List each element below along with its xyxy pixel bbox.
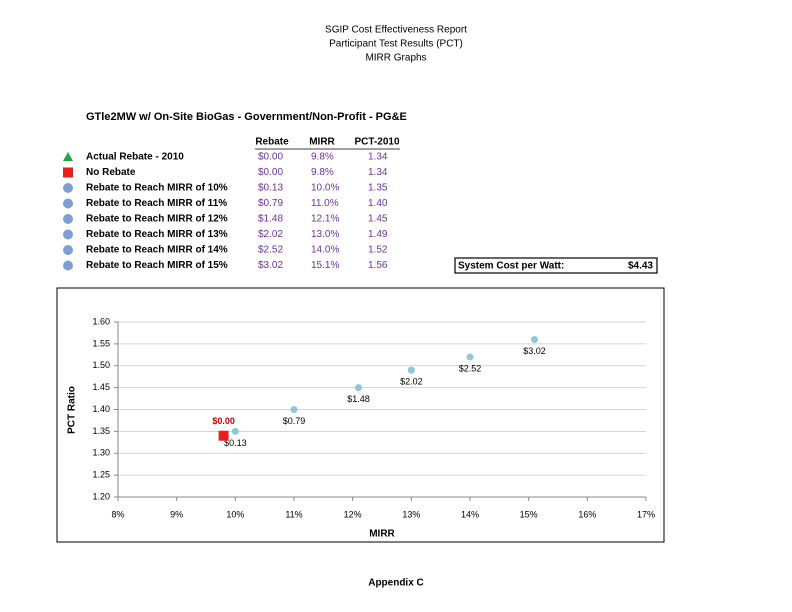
y-tick-label: 1.40	[92, 404, 110, 414]
x-tick-label: 16%	[578, 509, 596, 519]
marker-square	[218, 430, 229, 441]
row-label: Rebate to Reach MIRR of 15%	[86, 260, 228, 271]
y-tick-label: 1.30	[92, 448, 110, 458]
marker-circle	[290, 406, 298, 413]
y-tick-label: 1.60	[92, 316, 110, 326]
point-label: $0.00	[212, 416, 235, 426]
pct-cell: 1.34	[368, 152, 388, 163]
header-line: SGIP Cost Effectiveness Report	[325, 25, 467, 36]
rebate-cell: $1.48	[258, 214, 283, 225]
mirr-cell: 12.1%	[311, 214, 339, 225]
system-cost-label: System Cost per Watt:	[458, 261, 564, 272]
point-label: $2.52	[459, 363, 482, 373]
x-tick-label: 14%	[461, 509, 479, 519]
y-tick-label: 1.20	[92, 491, 110, 501]
marker-triangle	[63, 152, 73, 161]
pct-cell: 1.35	[368, 183, 388, 194]
x-tick-label: 17%	[637, 509, 655, 519]
marker-circle	[531, 336, 539, 343]
column-header: MIRR	[309, 137, 335, 148]
mirr-cell: 11.0%	[311, 198, 339, 209]
header-line: Participant Test Results (PCT)	[329, 39, 463, 50]
x-tick-label: 8%	[111, 509, 124, 519]
marker-circle	[466, 353, 474, 361]
x-tick-label: 12%	[344, 509, 362, 519]
y-tick-label: 1.50	[92, 360, 110, 370]
row-label: Actual Rebate - 2010	[86, 152, 184, 163]
footer: Appendix C	[368, 578, 424, 589]
row-label: Rebate to Reach MIRR of 12%	[86, 214, 228, 225]
y-axis-title: PCT Ratio	[67, 386, 78, 434]
point-label: $3.02	[523, 346, 546, 356]
header-line: MIRR Graphs	[365, 53, 426, 64]
rebate-cell: $0.79	[258, 198, 283, 209]
rebate-cell: $2.02	[258, 229, 283, 240]
x-axis-title: MIRR	[369, 529, 395, 540]
pct-cell: 1.34	[368, 167, 388, 178]
marker-circle	[231, 427, 239, 435]
chart-frame	[56, 287, 665, 543]
mirr-cell: 9.8%	[311, 167, 334, 178]
subtitle: GTle2MW w/ On-Site BioGas - Government/N…	[86, 111, 407, 123]
column-header: Rebate	[255, 137, 289, 148]
mirr-cell: 15.1%	[311, 260, 339, 271]
marker-circle	[63, 214, 73, 224]
x-tick-label: 10%	[226, 509, 244, 519]
x-tick-label: 9%	[170, 509, 183, 519]
mirr-cell: 14.0%	[311, 245, 339, 256]
y-tick-label: 1.35	[92, 426, 110, 436]
pct-cell: 1.56	[368, 260, 388, 271]
pct-cell: 1.40	[368, 198, 388, 209]
mirr-cell: 13.0%	[311, 229, 339, 240]
marker-circle	[63, 260, 73, 271]
y-tick-label: 1.45	[92, 382, 110, 392]
row-label: No Rebate	[86, 167, 136, 178]
row-label: Rebate to Reach MIRR of 13%	[86, 229, 228, 240]
pct-cell: 1.45	[368, 214, 388, 225]
rebate-cell: $2.52	[258, 245, 283, 256]
rebate-cell: $0.13	[258, 183, 283, 194]
pct-cell: 1.52	[368, 245, 388, 256]
point-label: $0.13	[224, 438, 247, 448]
marker-circle	[63, 245, 73, 255]
x-tick-label: 11%	[285, 509, 302, 519]
row-label: Rebate to Reach MIRR of 11%	[86, 198, 227, 209]
marker-circle	[407, 366, 415, 374]
x-tick-label: 13%	[402, 509, 420, 519]
point-label: $1.48	[347, 394, 370, 404]
column-header: PCT-2010	[354, 137, 399, 148]
y-tick-label: 1.25	[92, 470, 110, 480]
point-label: $2.02	[400, 377, 423, 387]
rebate-cell: $0.00	[258, 152, 283, 163]
system-cost-value: $4.43	[628, 261, 653, 272]
pct-cell: 1.49	[368, 229, 388, 240]
marker-circle	[355, 384, 363, 392]
mirr-cell: 9.8%	[311, 152, 334, 163]
x-tick-label: 15%	[520, 509, 538, 519]
marker-circle	[63, 229, 73, 240]
row-label: Rebate to Reach MIRR of 10%	[86, 183, 228, 194]
y-tick-label: 1.55	[92, 338, 110, 348]
point-label: $0.79	[283, 416, 306, 426]
rebate-cell: $0.00	[258, 167, 283, 178]
marker-square	[63, 167, 73, 178]
marker-circle	[63, 183, 73, 193]
row-label: Rebate to Reach MIRR of 14%	[86, 245, 228, 256]
rebate-cell: $3.02	[258, 260, 283, 271]
marker-circle	[63, 198, 73, 209]
mirr-cell: 10.0%	[311, 183, 339, 194]
system-cost-box	[454, 257, 658, 274]
